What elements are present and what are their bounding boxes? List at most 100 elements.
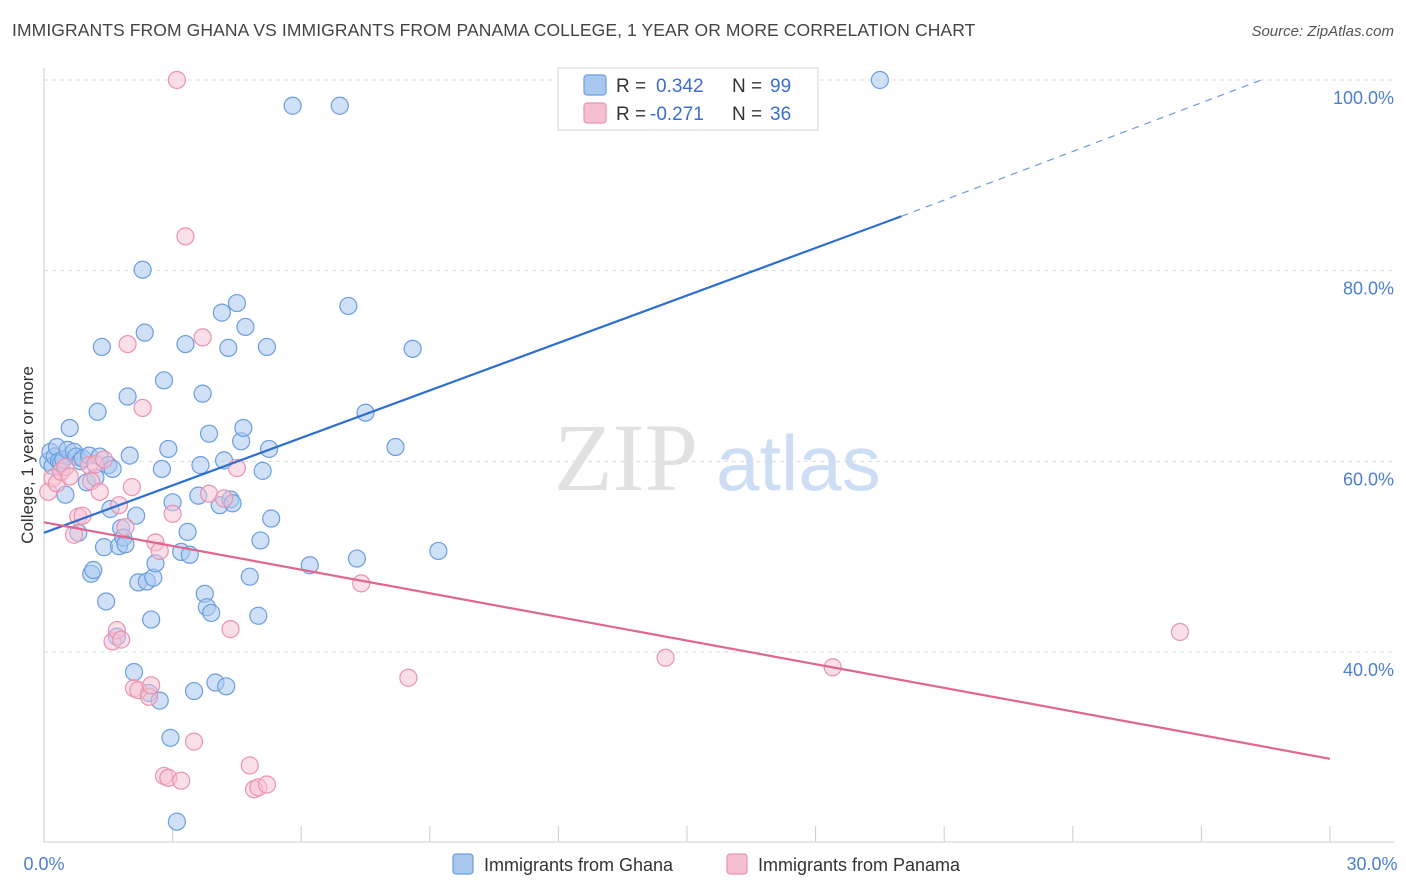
watermark: ZIP atlas: [554, 404, 881, 511]
panama-point-40: [240, 756, 259, 775]
ghana-point-75: [234, 418, 253, 438]
ghana-point-84: [283, 96, 302, 115]
ghana-point-88: [347, 549, 367, 568]
ghana-point-89: [356, 403, 375, 422]
ghana-point-48: [154, 371, 174, 390]
legend-panama-r-label: R =: [616, 104, 646, 125]
y-tick-label-80: 80.0%: [1343, 279, 1394, 299]
trend-lines: [43, 79, 1331, 760]
panama-point-5: [60, 467, 79, 486]
watermark-zip: ZIP: [554, 404, 698, 511]
ghana-point-54: [176, 334, 195, 354]
bottom-legend-ghana-swatch: [452, 853, 474, 875]
ghana-point-70: [219, 338, 238, 357]
ghana-point-50: [161, 728, 180, 747]
panama-point-6: [64, 525, 84, 544]
panama-point-17: [112, 630, 131, 649]
panama-point-12: [90, 482, 109, 501]
panama-point-18: [116, 518, 135, 537]
ghana-point-69: [217, 677, 236, 696]
ghana-point-40: [135, 323, 154, 342]
ghana-point-37: [127, 506, 146, 525]
chart-title: IMMIGRANTS FROM GHANA VS IMMIGRANTS FROM…: [12, 20, 976, 40]
ghana-point-36: [124, 662, 144, 682]
legend-ghana-n-value: 99: [770, 76, 791, 97]
ghana-trend-line: [43, 215, 902, 534]
panama-point-36: [199, 484, 219, 503]
chart-source: Source: ZipAtlas.com: [1251, 23, 1394, 40]
x-ticks: [172, 826, 1331, 842]
ghana-point-63: [199, 424, 219, 443]
panama-point-27: [150, 541, 169, 561]
ghana-point-10: [60, 418, 79, 438]
ghana-trend-extension: [901, 79, 1262, 217]
panama-point-30: [163, 504, 182, 523]
ghana-point-87: [339, 296, 358, 316]
panama-trend-line: [43, 521, 1331, 760]
panama-point-43: [257, 775, 277, 794]
bottom-legend-panama-swatch: [726, 853, 748, 875]
ghana-point-86: [330, 96, 349, 115]
panama-point-44: [352, 574, 371, 593]
ghana-point-80: [253, 461, 272, 480]
ghana-point-57: [184, 681, 204, 701]
legend-ghana-n-label: N =: [732, 76, 762, 97]
ghana-point-47: [152, 459, 171, 479]
panama-point-33: [176, 227, 195, 246]
bottom-legend-ghana-label: Immigrants from Ghana: [484, 855, 674, 875]
panama-point-32: [172, 771, 191, 790]
panama-point-13: [94, 450, 114, 469]
ghana-point-34: [118, 387, 137, 406]
panama-point-45: [399, 668, 418, 687]
ghana-point-83: [262, 509, 281, 528]
legend-panama-r-value: -0.271: [650, 104, 704, 125]
ghana-point-76: [236, 317, 255, 337]
panama-point-20: [122, 477, 141, 497]
grid-lines: [44, 79, 1394, 653]
y-tick-label-40: 40.0%: [1343, 660, 1394, 680]
panama-point-31: [167, 70, 186, 90]
ghana-point-90: [386, 437, 405, 457]
panama-point-48: [1170, 622, 1190, 642]
y-tick-label-100: 100.0%: [1333, 88, 1394, 108]
ghana-point-79: [251, 531, 270, 550]
legend-panama-n-value: 36: [770, 104, 791, 125]
ghana-point-60: [193, 384, 212, 403]
panama-point-35: [193, 328, 212, 347]
ghana-point-52: [167, 812, 186, 831]
panama-point-37: [214, 489, 234, 508]
y-tick-labels: 40.0% 60.0% 80.0% 100.0%: [1333, 88, 1394, 680]
legend-ghana-r-value: 0.342: [656, 76, 704, 97]
ghana-point-78: [249, 606, 268, 625]
ghana-point-25: [97, 592, 116, 611]
ghana-point-35: [120, 446, 139, 465]
bottom-legend: Immigrants from Ghana Immigrants from Pa…: [452, 853, 961, 875]
ghana-point-64: [202, 603, 221, 623]
ghana-point-91: [403, 339, 422, 358]
panama-point-46: [656, 648, 675, 667]
legend: R = 0.342 N = 99 R = -0.271 N = 36: [557, 67, 819, 131]
panama-point-34: [184, 732, 204, 751]
ghana-point-43: [142, 610, 161, 629]
panama-point-23: [133, 398, 152, 418]
ghana-point-92: [429, 541, 448, 561]
ghana-point-21: [88, 402, 107, 421]
panama-point-25: [142, 676, 161, 695]
ghana-point-59: [191, 456, 210, 475]
ghana-point-19: [84, 560, 103, 580]
ghana-point-55: [178, 522, 197, 541]
legend-ghana-swatch: [583, 74, 607, 96]
panama-point-38: [221, 620, 240, 639]
ghana-point-73: [227, 293, 246, 313]
bottom-legend-panama-label: Immigrants from Panama: [758, 855, 961, 875]
panama-point-19: [118, 334, 137, 354]
ghana-point-81: [257, 337, 277, 357]
x-tick-label-min: 0.0%: [23, 854, 64, 874]
ghana-point-93: [870, 70, 890, 90]
watermark-atlas: atlas: [716, 419, 881, 507]
ghana-point-67: [212, 303, 231, 322]
ghana-point-23: [92, 337, 111, 357]
ghana-point-24: [94, 538, 114, 557]
ghana-point-39: [133, 260, 152, 279]
